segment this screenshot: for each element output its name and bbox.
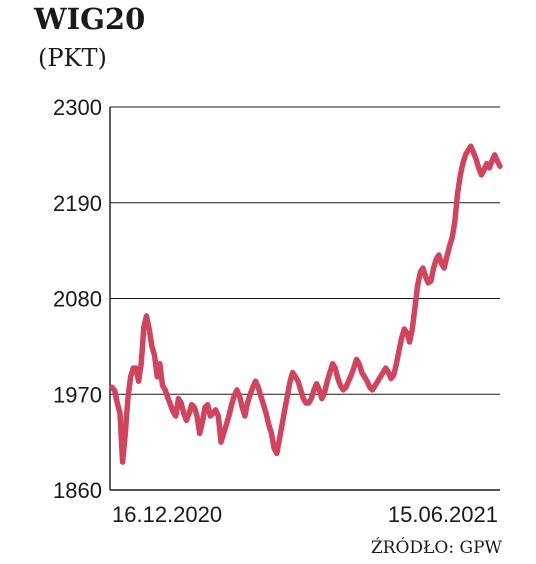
chart-title: WIG20 <box>34 2 146 36</box>
y-tick-label: 2080 <box>53 287 102 312</box>
x-axis-ticks: 16.12.2020 15.06.2021 <box>112 502 498 527</box>
y-tick-label: 2300 <box>53 95 102 120</box>
gridlines <box>109 106 500 491</box>
y-tick-label: 1970 <box>53 382 102 407</box>
y-tick-label: 2190 <box>53 191 102 216</box>
y-axis-ticks: 1860 1970 2080 2190 2300 <box>53 95 102 503</box>
series-line <box>109 143 503 465</box>
x-tick-label: 15.06.2021 <box>388 502 498 527</box>
series-group <box>109 143 503 465</box>
y-tick-label: 1860 <box>53 478 102 503</box>
source-note: ŹRÓDŁO: GPW <box>370 538 502 558</box>
x-tick-label: 16.12.2020 <box>112 502 222 527</box>
chart-unit: (PKT) <box>38 44 107 72</box>
